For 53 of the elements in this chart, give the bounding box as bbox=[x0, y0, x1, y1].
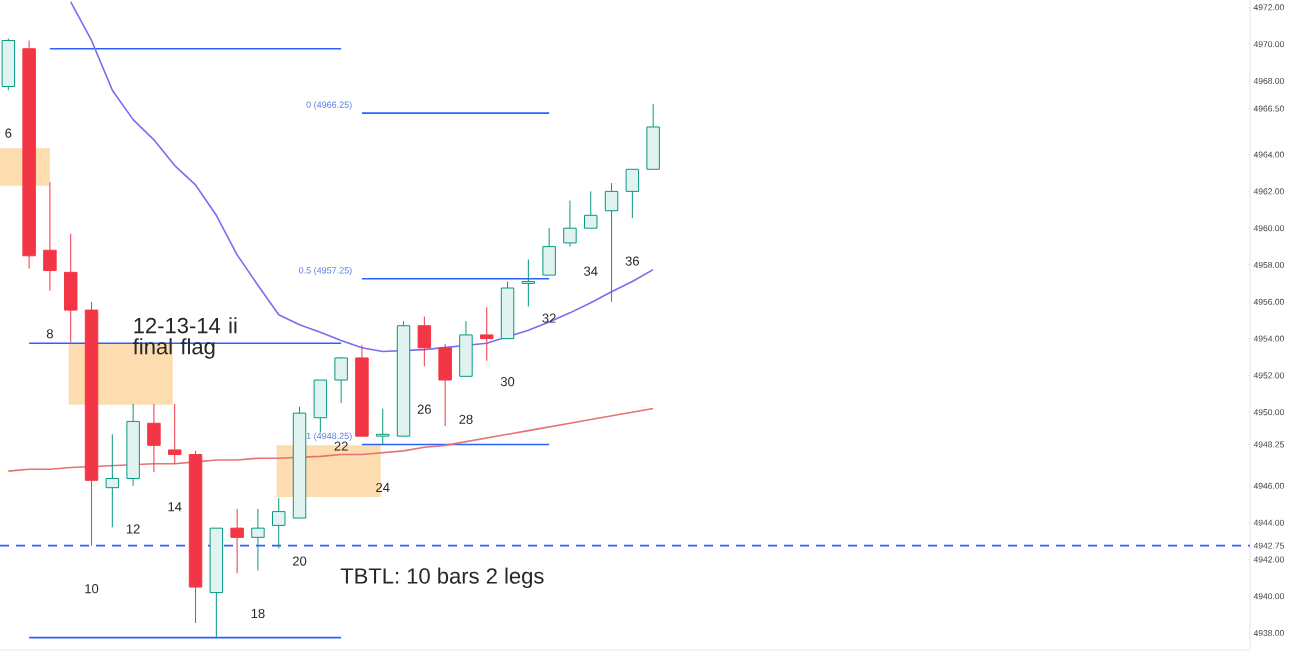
series-label: 0.5 (4957.25) bbox=[299, 266, 352, 276]
y-tick-label: 4954.00 bbox=[1253, 335, 1284, 342]
candlestick bbox=[563, 200, 577, 248]
text: 32 bbox=[542, 313, 556, 323]
candlestick bbox=[126, 403, 140, 487]
y-tick-label: 4940.00 bbox=[1253, 593, 1284, 600]
candlestick bbox=[604, 182, 619, 303]
candlestick bbox=[105, 433, 120, 528]
text: 22 bbox=[334, 441, 348, 451]
candlestick bbox=[230, 508, 244, 574]
y-tick-label: 4970.00 bbox=[1253, 41, 1284, 48]
y-tick-label: 4948.25 bbox=[1253, 441, 1284, 448]
y-tick-label: 4944.00 bbox=[1253, 519, 1284, 526]
y-tick-label: 4964.00 bbox=[1253, 151, 1284, 158]
y-tick-label: 4962.00 bbox=[1253, 188, 1284, 195]
y-tick-label: 4952.00 bbox=[1253, 372, 1284, 379]
candlestick bbox=[167, 403, 182, 465]
candlestick bbox=[63, 233, 78, 343]
text: 8 bbox=[46, 329, 53, 339]
candlestick bbox=[43, 181, 57, 292]
y-tick-label: 4966.50 bbox=[1253, 105, 1284, 112]
series-label: 0 (4966.25) bbox=[306, 101, 352, 110]
text: 34 bbox=[584, 266, 598, 276]
y-tick-label: 4942.75 bbox=[1253, 542, 1284, 549]
y-tick-label: 4942.00 bbox=[1253, 556, 1284, 563]
y-tick-label: 4958.00 bbox=[1253, 261, 1284, 268]
y-tick-label: 4956.00 bbox=[1253, 298, 1284, 305]
text: 20 bbox=[292, 556, 307, 566]
series-label: 1 (4948.25) bbox=[306, 432, 352, 441]
candlestick bbox=[22, 39, 36, 270]
text: 14 bbox=[168, 502, 182, 512]
text: 26 bbox=[417, 404, 431, 414]
text: 18 bbox=[251, 608, 265, 619]
annotation: TBTL: 10 bars 2 legs bbox=[340, 567, 544, 589]
text: 28 bbox=[459, 414, 473, 424]
text: 10 bbox=[85, 584, 99, 594]
y-tick-label: 4938.00 bbox=[1253, 630, 1284, 637]
y-tick-label: 4960.00 bbox=[1253, 225, 1284, 232]
y-tick-label: 4968.00 bbox=[1253, 77, 1284, 84]
candlestick bbox=[147, 403, 161, 473]
text: 6 bbox=[5, 128, 12, 138]
text: 24 bbox=[376, 482, 390, 492]
candlestick bbox=[521, 258, 536, 307]
y-tick-label: 4972.00 bbox=[1253, 4, 1284, 11]
text: 36 bbox=[625, 256, 639, 266]
candlestick bbox=[438, 343, 452, 427]
text: 30 bbox=[500, 377, 515, 387]
candlestick bbox=[271, 497, 286, 549]
candlestick bbox=[480, 306, 494, 362]
candlestick bbox=[251, 508, 265, 571]
y-tick-label: 4950.00 bbox=[1253, 409, 1284, 416]
y-tick-label: 4946.00 bbox=[1253, 482, 1284, 489]
text: 12 bbox=[126, 524, 140, 534]
